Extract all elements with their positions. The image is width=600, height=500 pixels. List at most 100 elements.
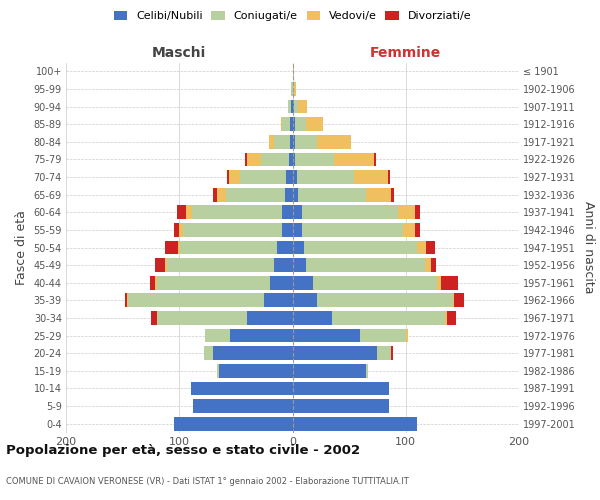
- Bar: [179, 223, 182, 237]
- Bar: [415, 223, 421, 237]
- Bar: [304, 240, 417, 254]
- Bar: [205, 328, 230, 342]
- Bar: [151, 311, 157, 325]
- Bar: [173, 417, 293, 430]
- Bar: [298, 100, 307, 114]
- Bar: [293, 223, 302, 237]
- Bar: [177, 206, 186, 219]
- Bar: [302, 223, 403, 237]
- Bar: [332, 311, 445, 325]
- Bar: [157, 311, 247, 325]
- Bar: [391, 188, 394, 202]
- Bar: [366, 188, 391, 202]
- Bar: [286, 170, 293, 184]
- Bar: [293, 364, 366, 378]
- Bar: [293, 328, 361, 342]
- Bar: [295, 118, 306, 131]
- Bar: [261, 152, 289, 166]
- Bar: [415, 206, 421, 219]
- Bar: [377, 346, 391, 360]
- Bar: [417, 240, 426, 254]
- Bar: [293, 417, 417, 430]
- Text: Maschi: Maschi: [152, 46, 206, 60]
- Bar: [361, 328, 406, 342]
- Bar: [426, 240, 435, 254]
- Bar: [284, 188, 293, 202]
- Bar: [366, 364, 368, 378]
- Bar: [227, 170, 229, 184]
- Bar: [292, 100, 293, 114]
- Bar: [293, 346, 377, 360]
- Bar: [446, 311, 455, 325]
- Bar: [217, 364, 219, 378]
- Bar: [288, 100, 292, 114]
- Bar: [290, 118, 293, 131]
- Bar: [431, 258, 436, 272]
- Bar: [425, 258, 431, 272]
- Bar: [293, 258, 306, 272]
- Bar: [317, 294, 454, 307]
- Bar: [178, 240, 181, 254]
- Bar: [204, 346, 213, 360]
- Bar: [150, 276, 155, 289]
- Bar: [406, 328, 408, 342]
- Bar: [217, 188, 226, 202]
- Bar: [264, 294, 293, 307]
- Bar: [403, 223, 415, 237]
- Bar: [193, 399, 293, 413]
- Text: Popolazione per età, sesso e stato civile - 2002: Popolazione per età, sesso e stato civil…: [6, 444, 360, 457]
- Bar: [293, 170, 297, 184]
- Bar: [128, 294, 264, 307]
- Bar: [293, 135, 295, 148]
- Bar: [295, 152, 334, 166]
- Bar: [317, 135, 352, 148]
- Bar: [226, 188, 284, 202]
- Bar: [186, 206, 192, 219]
- Bar: [454, 294, 464, 307]
- Bar: [230, 328, 293, 342]
- Bar: [293, 294, 317, 307]
- Bar: [388, 170, 390, 184]
- Bar: [191, 382, 293, 396]
- Bar: [181, 240, 277, 254]
- Bar: [313, 276, 437, 289]
- Bar: [283, 206, 293, 219]
- Bar: [155, 258, 164, 272]
- Bar: [293, 82, 296, 96]
- Bar: [173, 223, 179, 237]
- Bar: [219, 364, 293, 378]
- Bar: [297, 170, 353, 184]
- Bar: [437, 276, 441, 289]
- Bar: [398, 206, 415, 219]
- Bar: [269, 135, 274, 148]
- Bar: [293, 100, 298, 114]
- Bar: [283, 118, 290, 131]
- Bar: [290, 135, 293, 148]
- Bar: [192, 206, 283, 219]
- Bar: [293, 276, 313, 289]
- Bar: [441, 276, 458, 289]
- Bar: [302, 206, 398, 219]
- Bar: [125, 294, 127, 307]
- Bar: [167, 258, 274, 272]
- Bar: [241, 170, 286, 184]
- Bar: [157, 276, 270, 289]
- Bar: [353, 170, 388, 184]
- Bar: [445, 311, 446, 325]
- Bar: [293, 118, 295, 131]
- Bar: [293, 152, 295, 166]
- Bar: [274, 135, 290, 148]
- Bar: [293, 188, 298, 202]
- Bar: [298, 188, 366, 202]
- Bar: [293, 206, 302, 219]
- Bar: [274, 258, 293, 272]
- Bar: [292, 82, 293, 96]
- Bar: [229, 170, 241, 184]
- Bar: [164, 240, 178, 254]
- Text: Femmine: Femmine: [370, 46, 442, 60]
- Bar: [281, 118, 283, 131]
- Bar: [293, 399, 389, 413]
- Bar: [277, 240, 293, 254]
- Bar: [127, 294, 128, 307]
- Bar: [374, 152, 376, 166]
